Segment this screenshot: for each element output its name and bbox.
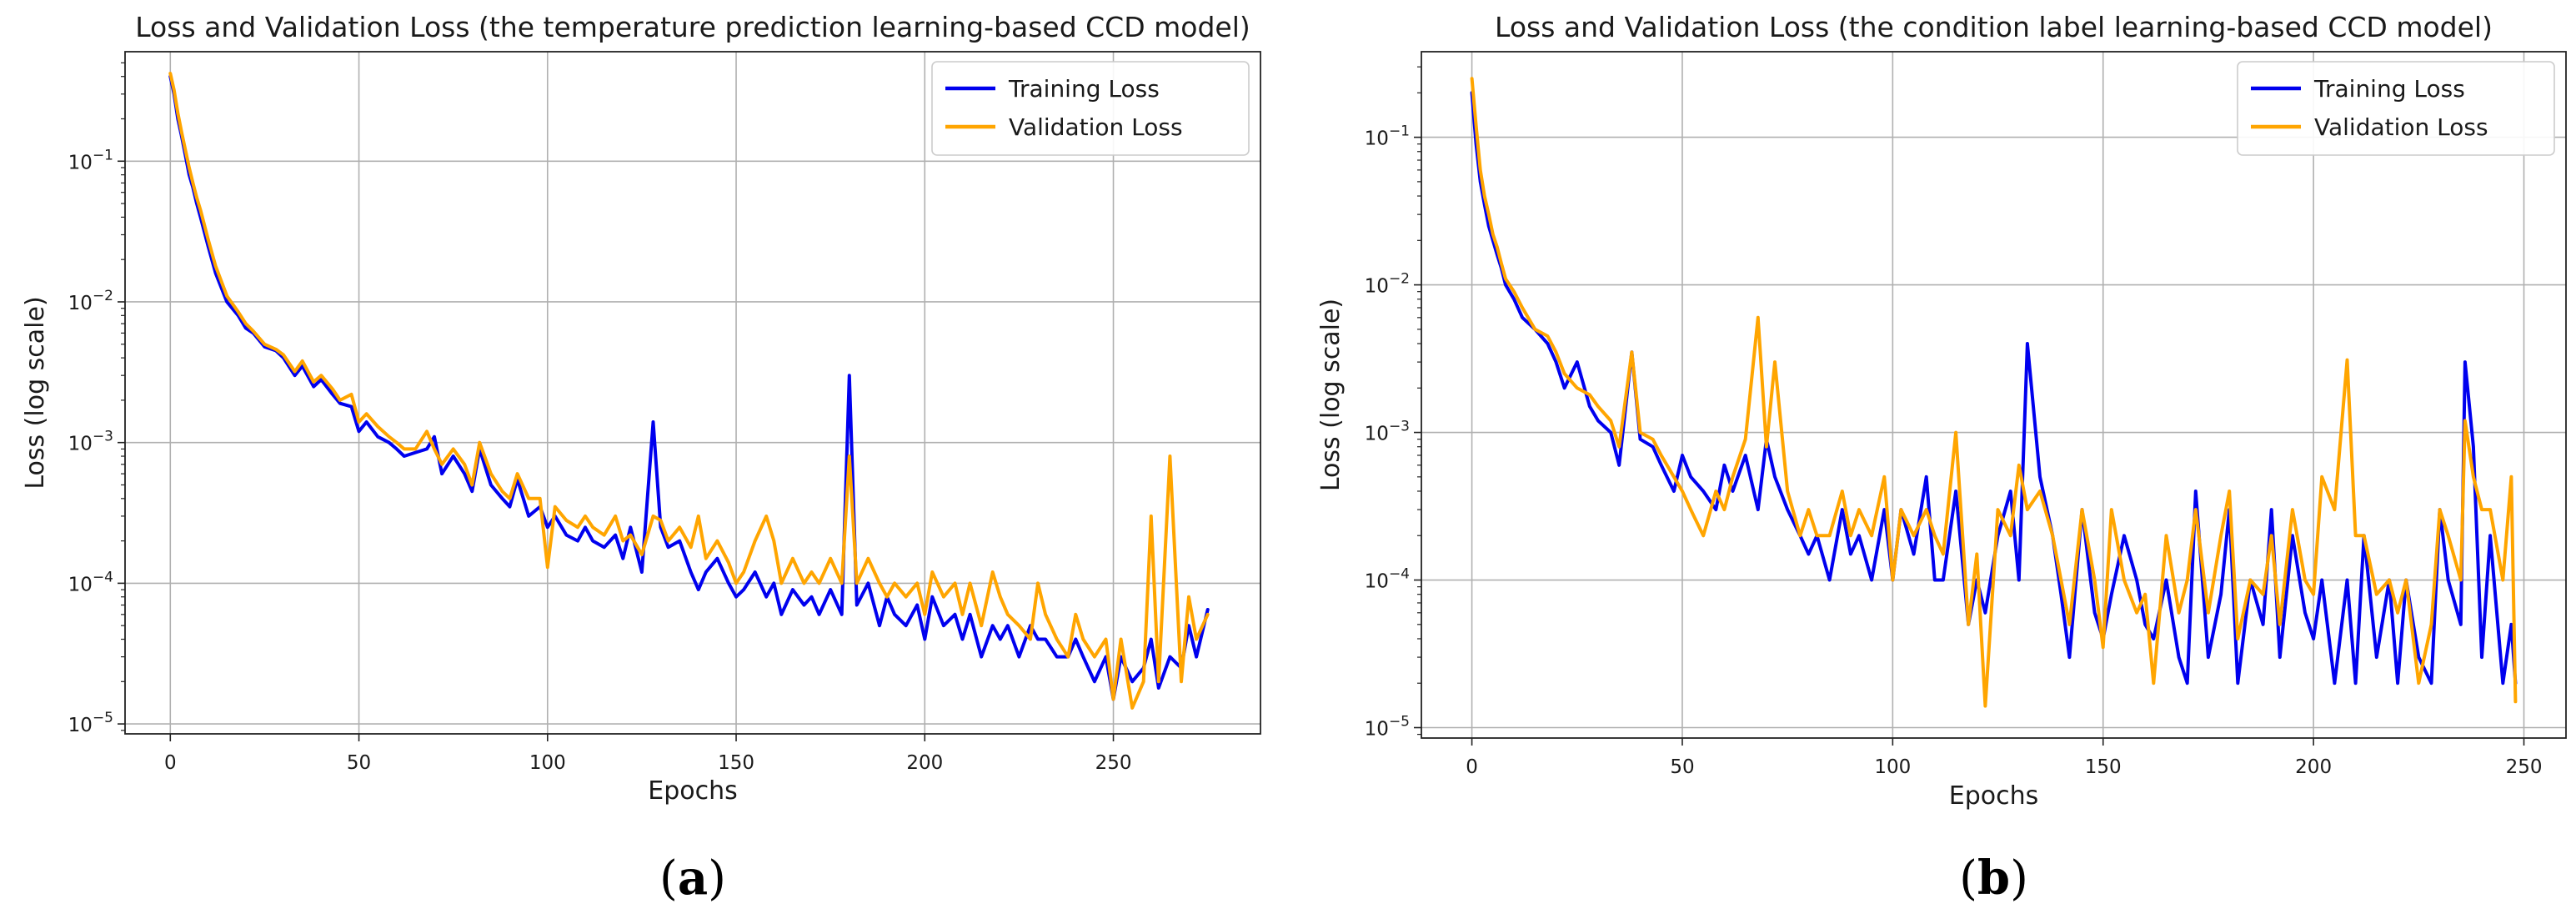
y-tick-label: 10−2 bbox=[1365, 271, 1410, 298]
y-tick-label: 10−2 bbox=[68, 288, 113, 314]
y-tick-label: 10−1 bbox=[1365, 123, 1410, 150]
x-tick-label: 0 bbox=[1466, 756, 1478, 778]
panel-label: (b) bbox=[1959, 851, 2028, 906]
y-tick-label: 10−3 bbox=[1365, 419, 1410, 445]
plot-frame bbox=[1421, 51, 2567, 739]
chart-title: Loss and Validation Loss (the temperatur… bbox=[135, 11, 1250, 43]
y-tick-label: 10−4 bbox=[68, 569, 113, 595]
x-tick-label: 150 bbox=[2085, 756, 2122, 778]
y-tick-label: 10−5 bbox=[68, 710, 113, 736]
legend-box bbox=[931, 61, 1250, 156]
panel-label: (a) bbox=[659, 851, 726, 906]
y-tick-label: 10−3 bbox=[68, 429, 113, 455]
series-line-validation-loss bbox=[168, 72, 1210, 710]
chart-panel-b: Loss and Validation Loss (the condition … bbox=[1316, 11, 2567, 906]
x-tick-label: 250 bbox=[1095, 752, 1132, 774]
legend-label: Validation Loss bbox=[1009, 113, 1183, 141]
x-axis-label: Epochs bbox=[1949, 781, 2039, 811]
series-group bbox=[168, 72, 1210, 710]
y-axis-label: Loss (log scale) bbox=[1316, 299, 1346, 491]
series-line-training-loss bbox=[168, 74, 1210, 701]
chart-panel-a: Loss and Validation Loss (the temperatur… bbox=[21, 11, 1261, 906]
legend-box bbox=[2237, 61, 2555, 156]
x-tick-label: 100 bbox=[1874, 756, 1911, 778]
legend-label: Training Loss bbox=[1008, 75, 1160, 103]
plot-frame bbox=[124, 51, 1261, 735]
y-axis-label: Loss (log scale) bbox=[21, 296, 50, 489]
x-tick-label: 50 bbox=[347, 752, 371, 774]
x-axis-label: Epochs bbox=[648, 776, 738, 806]
chart-title: Loss and Validation Loss (the condition … bbox=[1495, 11, 2493, 43]
x-tick-label: 250 bbox=[2506, 756, 2543, 778]
x-tick-label: 50 bbox=[1670, 756, 1694, 778]
x-tick-label: 200 bbox=[906, 752, 943, 774]
legend-label: Validation Loss bbox=[2314, 113, 2488, 141]
x-tick-label: 0 bbox=[164, 752, 177, 774]
legend-label: Training Loss bbox=[2313, 75, 2465, 103]
y-tick-label: 10−1 bbox=[68, 147, 113, 173]
x-tick-label: 100 bbox=[529, 752, 566, 774]
y-tick-label: 10−4 bbox=[1365, 566, 1410, 593]
y-tick-label: 10−5 bbox=[1365, 714, 1410, 741]
series-group bbox=[1470, 77, 2518, 708]
x-tick-label: 200 bbox=[2295, 756, 2332, 778]
series-line-validation-loss bbox=[1470, 77, 2518, 708]
x-tick-label: 150 bbox=[718, 752, 754, 774]
